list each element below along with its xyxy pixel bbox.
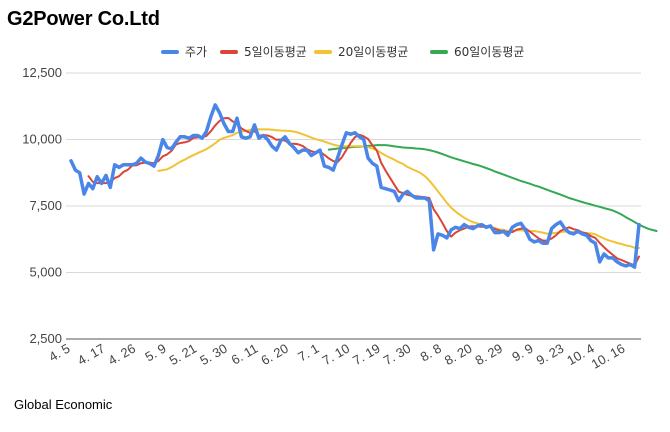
x-tick-label: 7. 19 <box>350 341 383 368</box>
source-note: Global Economic <box>14 397 113 412</box>
x-tick-label: 10. 16 <box>589 341 628 372</box>
x-tick-label: 9. 23 <box>534 341 567 368</box>
series-line-3 <box>327 144 658 232</box>
x-tick-label: 8. 29 <box>473 341 506 368</box>
y-axis-ticks: 12,500 10,000 7,500 5,000 2,500 <box>22 65 62 346</box>
x-tick-label: 7. 10 <box>320 341 353 368</box>
chart-title: G2Power Co.Ltd <box>7 8 160 30</box>
x-tick-label: 4. 26 <box>105 341 138 368</box>
legend-label-0: 주가 <box>185 45 207 59</box>
x-tick-label: 6. 11 <box>229 341 261 368</box>
x-tick-label: 4. 17 <box>75 341 108 368</box>
legend: 주가 5일이동평균 20일이동평균 60일이동평균 <box>161 45 524 59</box>
legend-label-2: 20일이동평균 <box>338 45 408 59</box>
y-tick-label: 12,500 <box>22 65 62 80</box>
series-lines <box>69 103 658 269</box>
x-tick-label: 6. 20 <box>258 341 291 368</box>
x-tick-label: 5. 21 <box>167 341 200 368</box>
x-tick-label: 8. 8 <box>418 341 444 365</box>
x-tick-label: 7. 1 <box>295 341 321 365</box>
x-tick-label: 5. 30 <box>197 341 230 368</box>
x-tick-label: 8. 20 <box>442 341 475 368</box>
y-tick-label: 5,000 <box>29 265 62 280</box>
x-axis-ticks: 4. 5 4. 174. 26 5. 95. 215. 306. 116. 20 7.… <box>46 341 627 372</box>
legend-label-3: 60일이동평균 <box>454 45 524 59</box>
x-tick-label: 5. 9 <box>142 341 168 365</box>
y-tick-label: 10,000 <box>22 132 62 147</box>
x-tick-label: 9. 9 <box>509 341 535 365</box>
series-line-0 <box>69 103 641 269</box>
x-tick-label: 7. 30 <box>381 341 414 368</box>
y-tick-label: 2,500 <box>29 331 62 346</box>
y-tick-label: 7,500 <box>29 198 62 213</box>
legend-label-1: 5일이동평균 <box>244 45 307 59</box>
grid-lines <box>66 72 641 340</box>
